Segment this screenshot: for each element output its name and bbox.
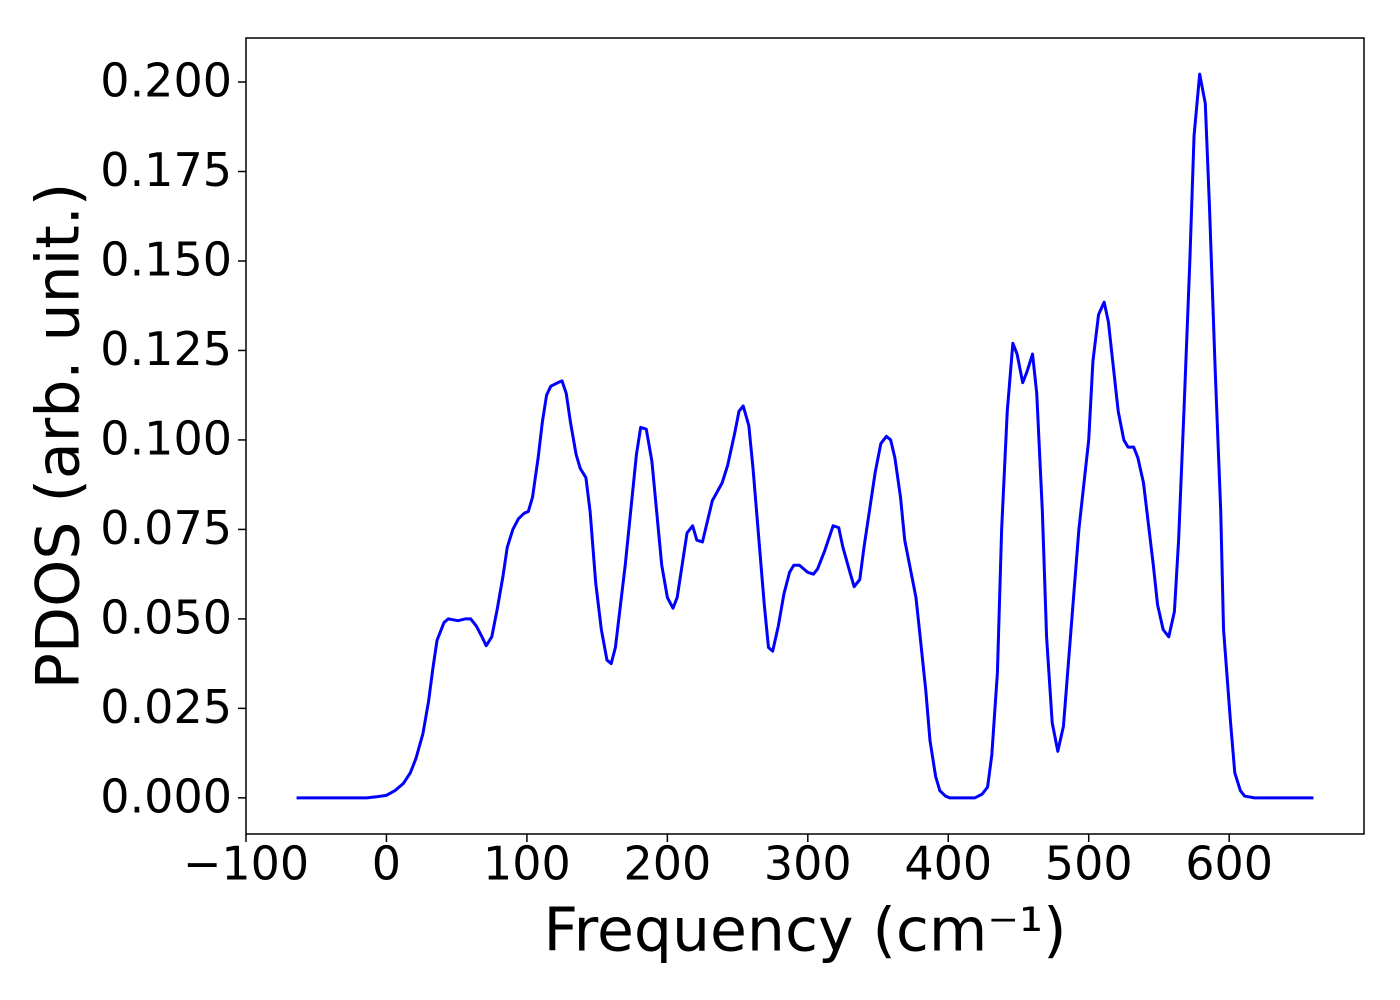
y-tick-label: 0.000 [100, 769, 232, 823]
x-tick-label: 500 [1045, 837, 1133, 891]
y-axis-label: PDOS (arb. unit.) [24, 183, 94, 690]
x-tick-label: 0 [372, 837, 401, 891]
x-axis-label: Frequency (cm⁻¹) [543, 896, 1066, 966]
x-tick-label: 400 [904, 837, 992, 891]
x-tick-label: 600 [1185, 837, 1273, 891]
x-tick-label: −100 [183, 837, 309, 891]
x-tick-label: 100 [483, 837, 571, 891]
y-tick-label: 0.150 [100, 232, 232, 286]
y-tick-label: 0.050 [100, 590, 232, 644]
y-tick-label: 0.200 [100, 54, 232, 108]
x-tick-label: 300 [764, 837, 852, 891]
y-tick-label: 0.025 [100, 680, 232, 734]
y-tick-label: 0.125 [100, 322, 232, 376]
plot-frame [245, 37, 1365, 835]
x-tick-label: 200 [623, 837, 711, 891]
y-tick-label: 0.075 [100, 501, 232, 555]
data-line [296, 72, 1314, 800]
y-tick-label: 0.175 [100, 143, 232, 197]
y-tick-label: 0.100 [100, 411, 232, 465]
